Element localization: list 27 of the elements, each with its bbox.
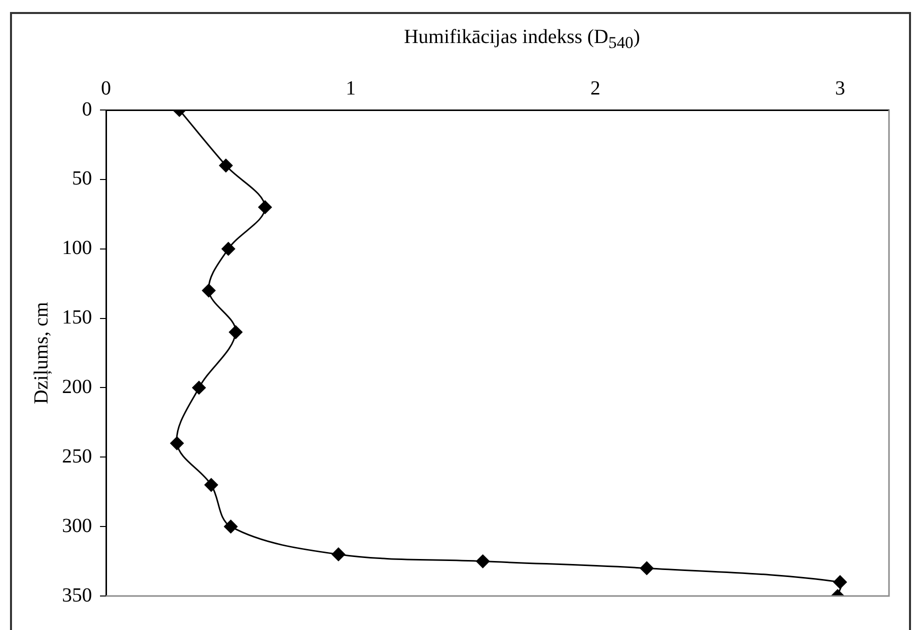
point — [222, 242, 236, 256]
y-tick-label: 250 — [62, 445, 92, 468]
point — [640, 561, 654, 575]
y-tick-label: 200 — [62, 376, 92, 398]
point — [258, 200, 272, 214]
point — [476, 554, 490, 568]
x-tick-label: 0 — [101, 77, 111, 100]
y-tick-label: 150 — [62, 306, 92, 329]
point — [332, 548, 346, 562]
x-axis-title: Humifikācijas indekss (D$_{540}$) — [402, 26, 642, 53]
x-tick-label: 2 — [590, 77, 600, 100]
y-tick-label: 100 — [62, 237, 92, 260]
point — [219, 158, 233, 172]
point — [224, 520, 238, 534]
y-tick-label: 300 — [62, 514, 92, 537]
y-tick-label: 0 — [82, 98, 92, 120]
point — [202, 284, 216, 298]
y-axis-title: Dziļums, cm — [30, 301, 52, 404]
point — [833, 575, 847, 589]
point — [192, 380, 206, 394]
point — [228, 325, 242, 339]
x-tick-label: 1 — [346, 77, 356, 100]
y-tick-label: 350 — [62, 584, 92, 606]
point — [170, 436, 184, 450]
point — [204, 478, 218, 492]
y-tick-label: 50 — [72, 168, 92, 190]
x-tick-label: 3 — [835, 77, 846, 100]
